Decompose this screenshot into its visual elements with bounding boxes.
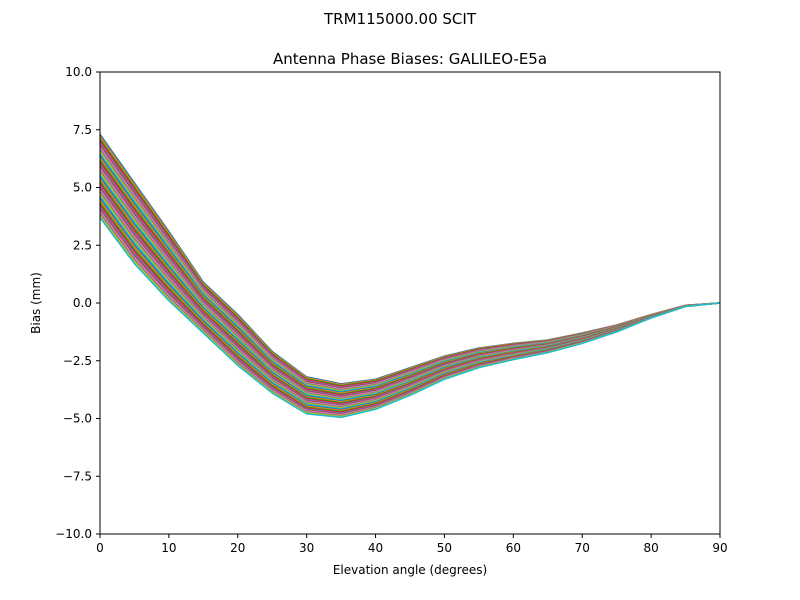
series-layer [99, 133, 721, 419]
x-tick-label: 10 [161, 541, 176, 555]
series-line [99, 142, 721, 389]
x-tick-label: 30 [299, 541, 314, 555]
y-axis-label: Bias (mm) [29, 272, 43, 334]
ticks-layer: 0 10 20 30 40 50 60 70 80 90 10.0 7.5 5.0 2.5 0.0 −2.5 −… [55, 65, 727, 555]
x-tick-label: 0 [96, 541, 104, 555]
chart-title: Antenna Phase Biases: GALILEO-E5a [273, 50, 547, 68]
series-line [99, 133, 721, 385]
y-tick-label: 0.0 [73, 296, 92, 310]
x-tick-label: 90 [712, 541, 727, 555]
series-line [99, 140, 721, 388]
y-tick-label: −2.5 [63, 354, 92, 368]
x-tick-label: 40 [368, 541, 383, 555]
x-tick-label: 60 [506, 541, 521, 555]
y-tick-label: 5.0 [73, 181, 92, 195]
figure-suptitle: TRM115000.00 SCIT [323, 10, 477, 28]
y-tick-label: 2.5 [73, 238, 92, 252]
x-tick-label: 50 [437, 541, 452, 555]
series-line [99, 217, 721, 419]
y-tick-label: 7.5 [73, 123, 92, 137]
x-axis-label: Elevation angle (degrees) [333, 563, 487, 577]
series-line [99, 136, 721, 386]
x-tick-label: 20 [230, 541, 245, 555]
x-tick-label: 70 [575, 541, 590, 555]
y-tick-label: −5.0 [63, 412, 92, 426]
series-line [99, 138, 721, 387]
y-tick-label: −7.5 [63, 469, 92, 483]
y-tick-label: 10.0 [65, 65, 92, 79]
y-tick-label: −10.0 [55, 527, 92, 541]
x-tick-label: 80 [643, 541, 658, 555]
plot-frame [99, 71, 721, 535]
